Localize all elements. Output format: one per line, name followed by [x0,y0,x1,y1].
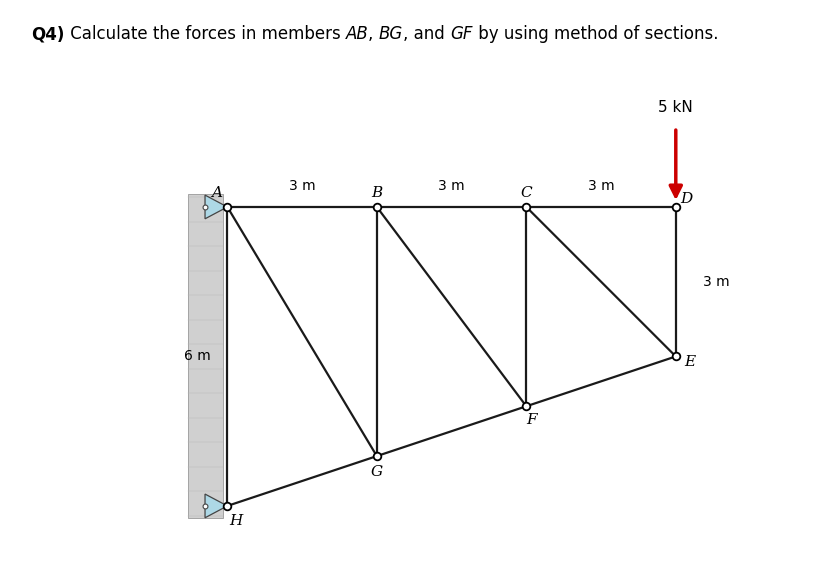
Text: D: D [680,192,692,206]
Text: BG: BG [378,25,403,43]
Text: by using method of sections.: by using method of sections. [472,25,717,43]
Polygon shape [188,194,223,518]
Text: Q4): Q4) [31,25,65,43]
Text: ,: , [368,25,378,43]
Polygon shape [205,494,227,518]
Text: F: F [525,413,536,427]
Text: , and: , and [403,25,450,43]
Polygon shape [205,195,227,219]
Text: A: A [210,186,222,200]
Text: B: B [371,186,382,200]
Text: 3 m: 3 m [437,179,464,193]
Text: 3 m: 3 m [587,179,613,193]
Text: Calculate the forces in members: Calculate the forces in members [65,25,345,43]
Text: H: H [229,514,242,528]
Text: C: C [520,186,532,200]
Text: 5 kN: 5 kN [658,100,692,115]
Text: AB: AB [345,25,368,43]
Text: 3 m: 3 m [288,179,315,193]
Text: 6 m: 6 m [183,350,210,364]
Text: GF: GF [450,25,472,43]
Text: G: G [370,465,382,479]
Text: 3 m: 3 m [703,275,729,289]
Text: E: E [683,355,695,369]
